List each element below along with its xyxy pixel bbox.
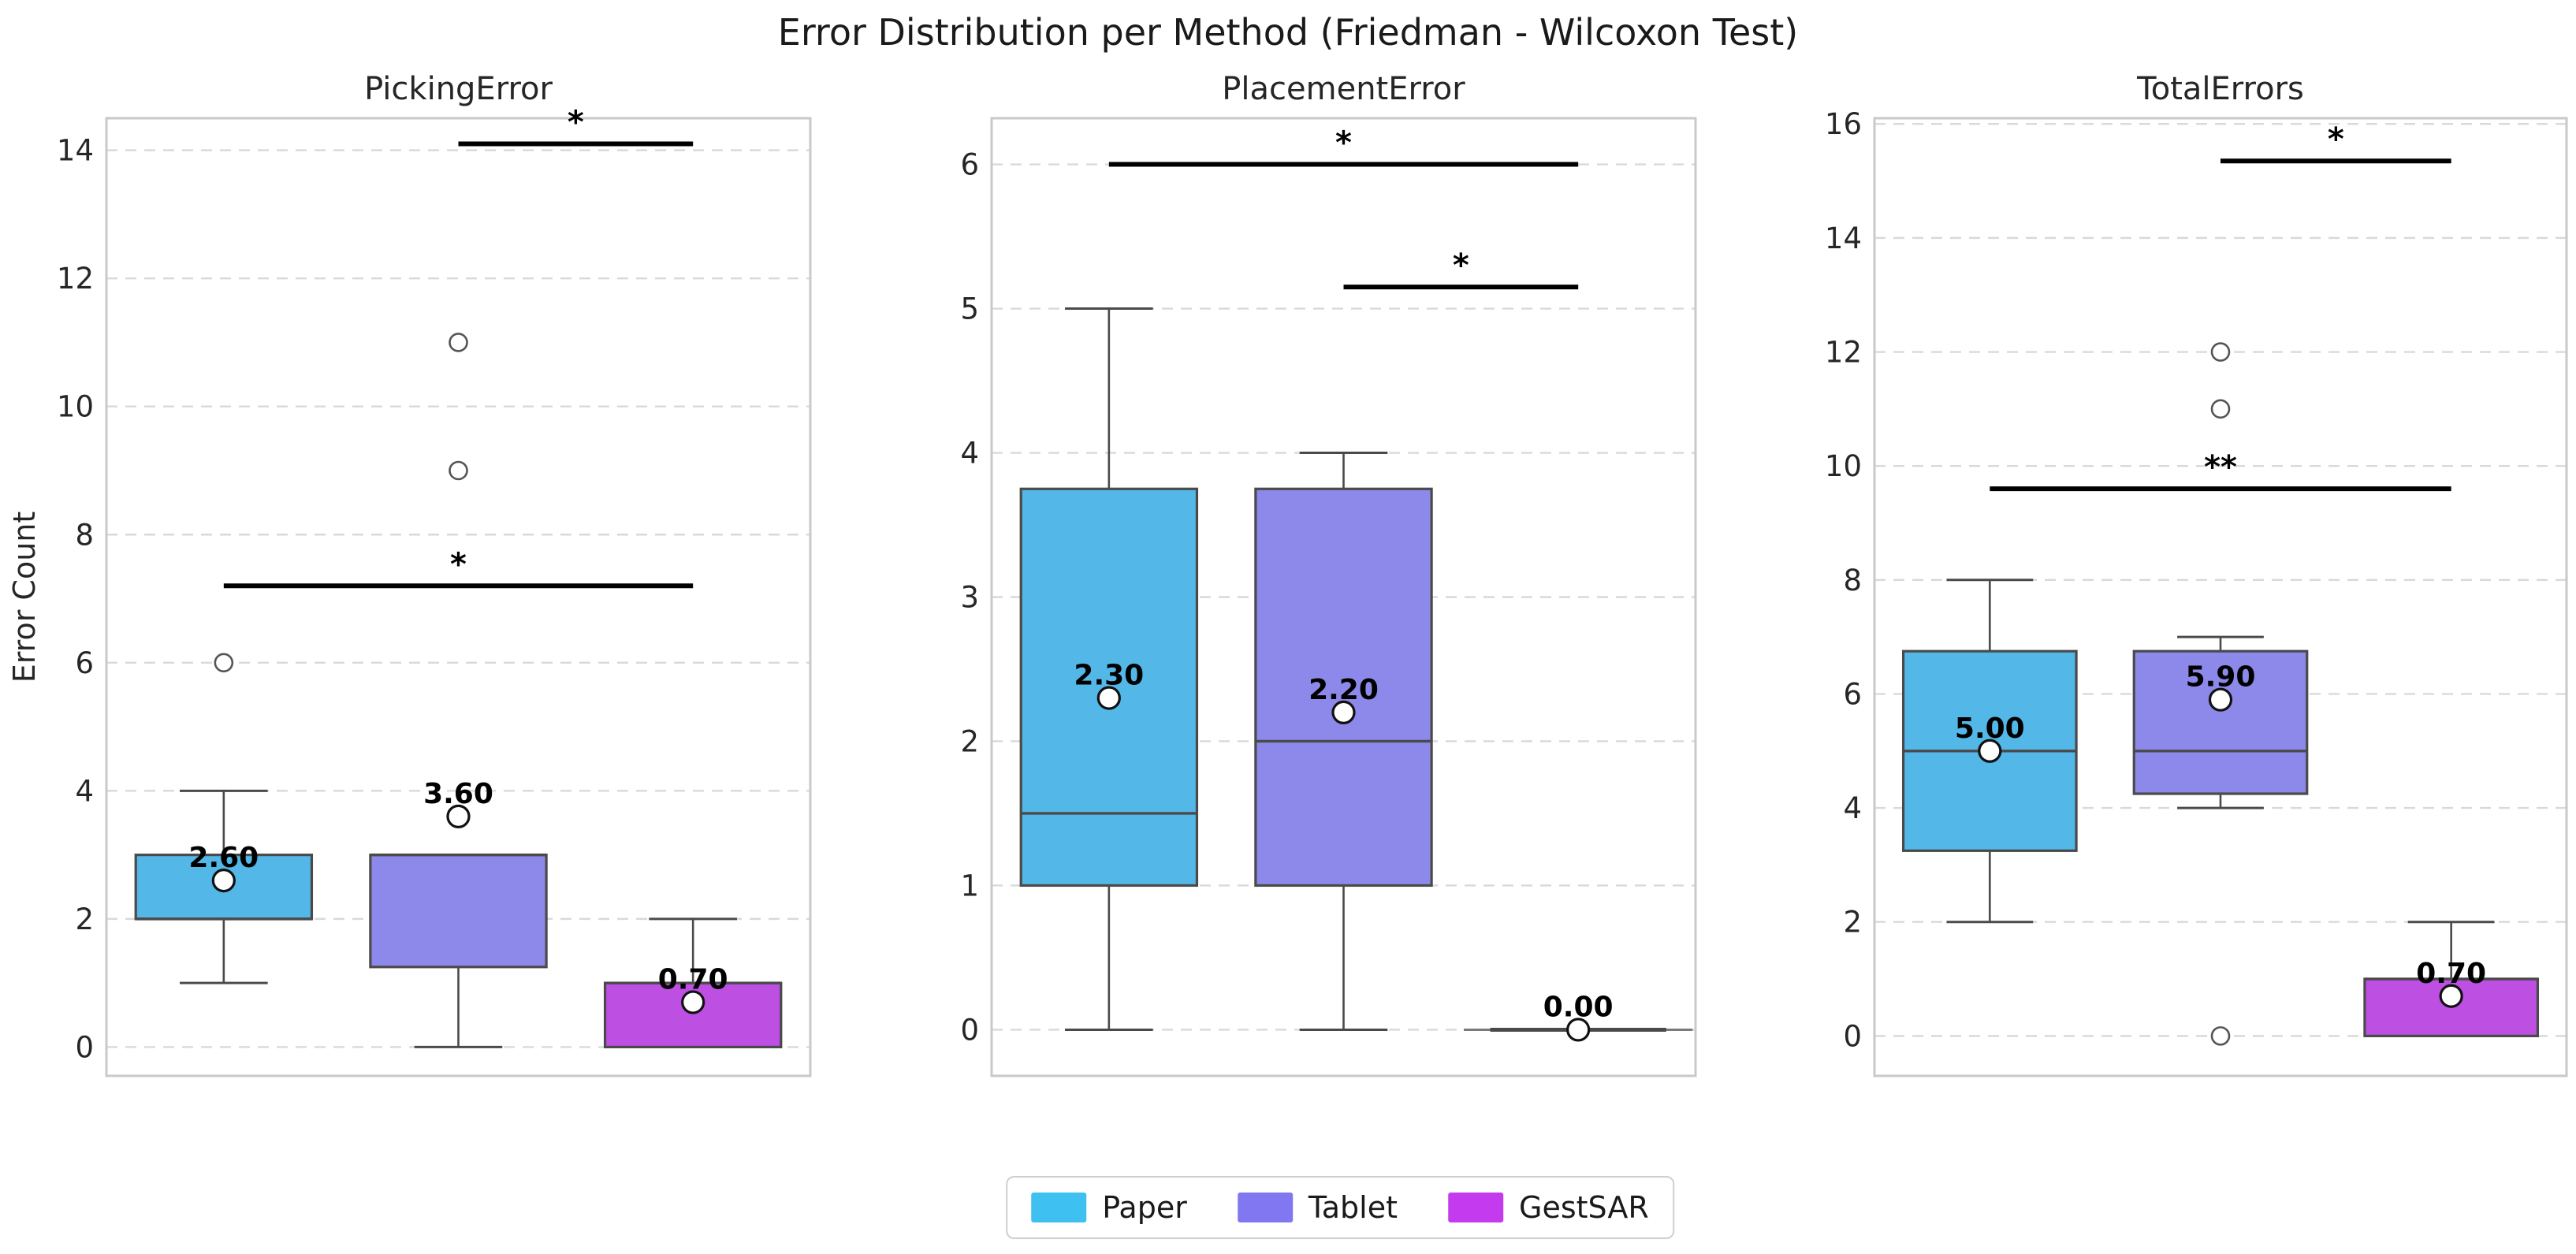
mean-label: 5.00 [1955,713,2025,745]
mean-marker [1096,686,1121,710]
axis-spine [990,117,1697,1077]
y-tick-label: 8 [1843,564,1862,597]
outlier-marker [449,460,468,481]
y-tick-label: 16 [1825,107,1862,141]
legend-item-tablet: Tablet [1237,1190,1398,1225]
legend-item-paper: Paper [1031,1190,1187,1225]
box-tablet [2132,649,2309,795]
y-tick-label: 1 [960,869,979,902]
significance-label: * [568,105,584,141]
y-tick-label: 3 [960,581,979,615]
mean-label: 5.90 [2186,661,2256,694]
y-tick-label: 0 [960,1013,979,1047]
y-tick-label: 10 [57,390,94,424]
mean-label: 2.30 [1074,660,1144,692]
legend-swatch-icon [1448,1193,1504,1222]
y-tick-label: 2 [1843,906,1862,940]
legend-swatch-icon [1237,1193,1293,1222]
y-tick-label: 0 [75,1030,94,1064]
outlier-marker [2210,1026,2231,1046]
significance-label: * [450,546,467,582]
subplot-title: PickingError [364,71,553,107]
y-tick-label: 2 [960,724,979,758]
y-tick-label: 10 [1825,449,1862,483]
y-tick-label: 8 [75,518,94,552]
mean-marker [681,990,705,1014]
outlier-marker [2210,399,2231,419]
y-tick-label: 14 [57,134,94,168]
mean-label: 2.20 [1308,674,1379,706]
legend: Paper Tablet GestSAR [1006,1176,1674,1239]
legend-label: Tablet [1308,1190,1398,1225]
y-tick-label: 14 [1825,221,1862,255]
y-tick-label: 5 [960,292,979,326]
legend-label: GestSAR [1519,1190,1649,1225]
y-tick-label: 6 [1843,677,1862,711]
y-tick-label: 0 [1843,1019,1862,1053]
significance-label: * [2328,121,2344,158]
outlier-marker [214,653,234,673]
mean-marker [211,869,236,893]
mean-label: 0.70 [658,964,728,996]
outlier-marker [449,333,468,352]
y-tick-label: 4 [960,437,979,471]
mean-marker [1566,1018,1591,1042]
subplot-placementerror: 0 1 2 3 4 5 6 PlacementError 2.30 2.20 0.00 * * [960,71,1697,1077]
axis-spine [105,117,812,1077]
subplot-pickingerror: 0 2 4 6 8 10 12 14 PickingError Error Count 2.60 3.… [7,71,812,1077]
box-tablet [1254,487,1433,887]
y-tick-label: 2 [75,902,94,936]
mean-label: 3.60 [423,778,493,810]
mean-label: 2.60 [188,842,259,874]
mean-marker [1978,739,2002,763]
mean-marker [446,804,471,828]
mean-marker [2208,687,2233,712]
y-tick-label: 6 [75,646,94,680]
mean-label: 0.00 [1543,991,1614,1023]
y-tick-label: 6 [960,148,979,182]
y-tick-label: 12 [57,262,94,296]
axis-spine [1873,117,2568,1077]
mean-label: 0.70 [2416,958,2486,990]
significance-label: * [1453,247,1469,284]
legend-item-gestsar: GestSAR [1448,1190,1649,1225]
y-tick-label: 4 [75,774,94,808]
legend-swatch-icon [1031,1193,1087,1222]
mean-marker [2439,984,2463,1008]
y-tick-label: 12 [1825,336,1862,370]
outlier-marker [2210,342,2231,362]
y-axis-label: Error Count [7,512,42,683]
mean-marker [1331,700,1356,724]
significance-label: * [1335,125,1352,162]
significance-label: ** [2204,449,2237,486]
figure-title: Error Distribution per Method (Friedman … [777,11,1799,54]
box-tablet [369,854,548,969]
subplot-title: PlacementError [1222,71,1465,107]
subplot-title: TotalErrors [2136,71,2304,107]
legend-label: Paper [1102,1190,1187,1225]
y-tick-label: 4 [1843,791,1862,825]
